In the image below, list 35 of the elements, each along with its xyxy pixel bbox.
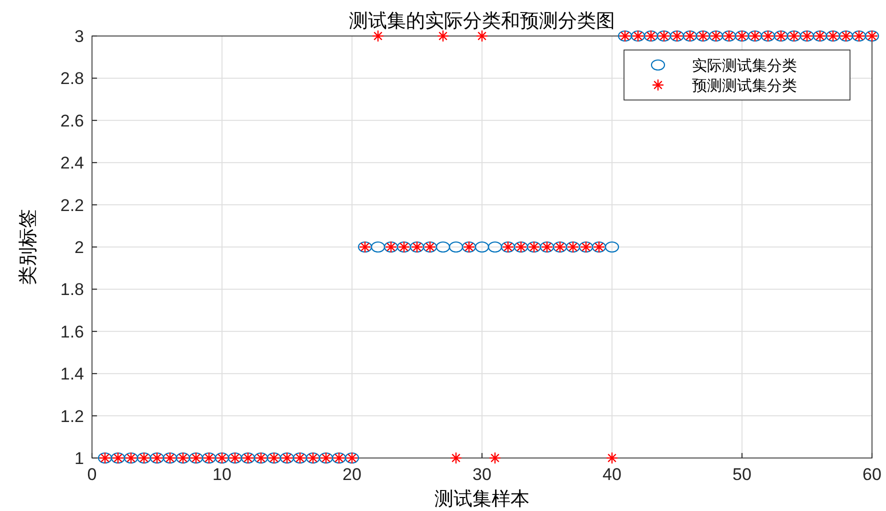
x-tick-label: 10	[212, 465, 232, 484]
chart-title: 测试集的实际分类和预测分类图	[349, 10, 615, 32]
y-tick-label: 2	[74, 238, 84, 257]
x-axis-title: 测试集样本	[434, 489, 530, 510]
x-tick-label: 0	[87, 465, 97, 484]
y-tick-label: 1	[74, 448, 84, 468]
y-tick-label: 3	[74, 26, 84, 46]
point	[448, 241, 464, 253]
point	[606, 452, 618, 464]
y-tick-label: 1.4	[60, 364, 84, 384]
point	[488, 452, 502, 464]
y-tick-label: 1.2	[60, 406, 84, 426]
point	[436, 30, 450, 42]
y-tick-label: 2.8	[60, 69, 84, 88]
point	[474, 241, 490, 253]
point	[604, 241, 620, 253]
x-tick-label: 40	[602, 465, 622, 484]
x-tick-label: 20	[342, 465, 362, 484]
y-tick-label: 2.6	[60, 111, 84, 130]
point	[488, 241, 502, 253]
point	[450, 452, 462, 464]
y-tick-label: 1.8	[60, 280, 84, 300]
x-tick-label: 30	[472, 465, 492, 484]
x-tick-label: 50	[732, 465, 752, 484]
legend-label: 实际测试集分类	[692, 57, 797, 74]
point	[436, 241, 450, 253]
point	[476, 30, 488, 42]
point	[370, 241, 386, 253]
y-axis-title: 类别标签	[18, 209, 39, 285]
y-tick-label: 2.4	[60, 154, 84, 173]
point	[372, 30, 384, 42]
x-tick-label: 60	[862, 465, 882, 484]
y-tick-label: 2.2	[60, 196, 84, 215]
y-tick-label: 1.6	[60, 322, 84, 342]
legend-label: 预测测试集分类	[692, 77, 797, 94]
